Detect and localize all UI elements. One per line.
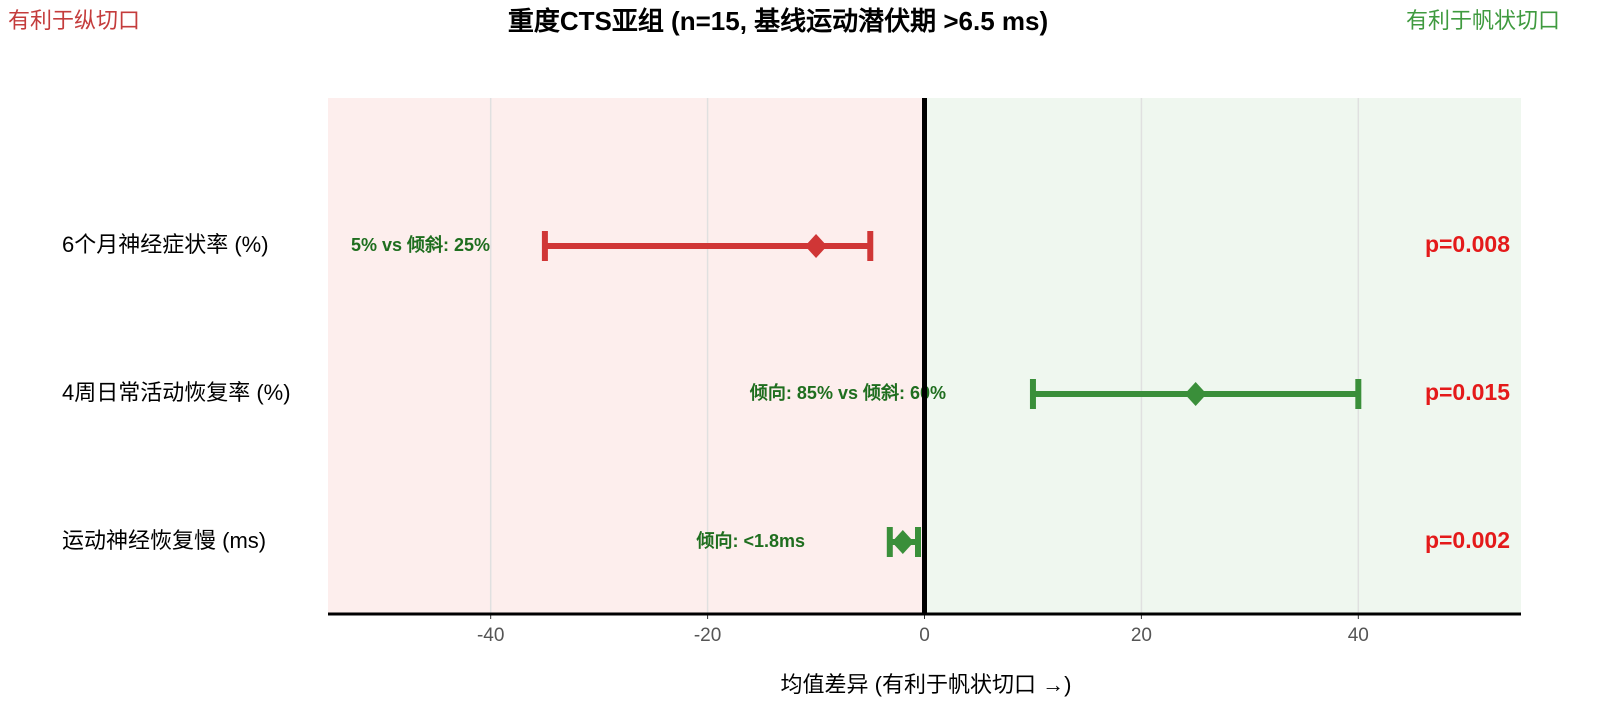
annotation: 倾向: 85% vs 倾斜: 60% xyxy=(749,382,946,403)
p-value: p=0.015 xyxy=(1425,379,1510,405)
x-tick-label: 20 xyxy=(1131,625,1152,646)
category-label: 4周日常活动恢复率 (%) xyxy=(62,380,291,405)
point-estimate xyxy=(1184,382,1207,406)
background xyxy=(328,98,1521,614)
left-region xyxy=(328,98,925,614)
category-label: 6个月神经症状率 (%) xyxy=(62,232,269,257)
p-value: p=0.008 xyxy=(1425,231,1510,257)
point-estimate xyxy=(805,234,828,258)
x-tick-label: -40 xyxy=(477,625,504,646)
p-value: p=0.002 xyxy=(1425,527,1510,553)
annotation: 5% vs 倾斜: 25% xyxy=(351,234,490,255)
category-label: 运动神经恢复慢 (ms) xyxy=(62,528,266,553)
plot-area: 5% vs 倾斜: 25% 倾向: 85% vs 倾斜: 60% 倾向: <1.8m… xyxy=(351,231,1362,557)
x-tick-label: 40 xyxy=(1348,625,1369,646)
left-label: 有利于纵切口 xyxy=(8,8,140,33)
right-region xyxy=(924,98,1521,614)
point-estimate xyxy=(891,530,914,554)
chart-title: 重度CTS亚组 (n=15, 基线运动潜伏期 >6.5 ms) xyxy=(508,6,1048,36)
x-tick-label: 0 xyxy=(919,625,930,646)
right-label: 有利于帆状切口 xyxy=(1406,8,1560,33)
x-axis-label: 均值差异 (有利于帆状切口 →) xyxy=(781,672,1072,697)
annotation: 倾向: <1.8ms xyxy=(695,530,805,551)
x-tick-label: -20 xyxy=(694,625,721,646)
